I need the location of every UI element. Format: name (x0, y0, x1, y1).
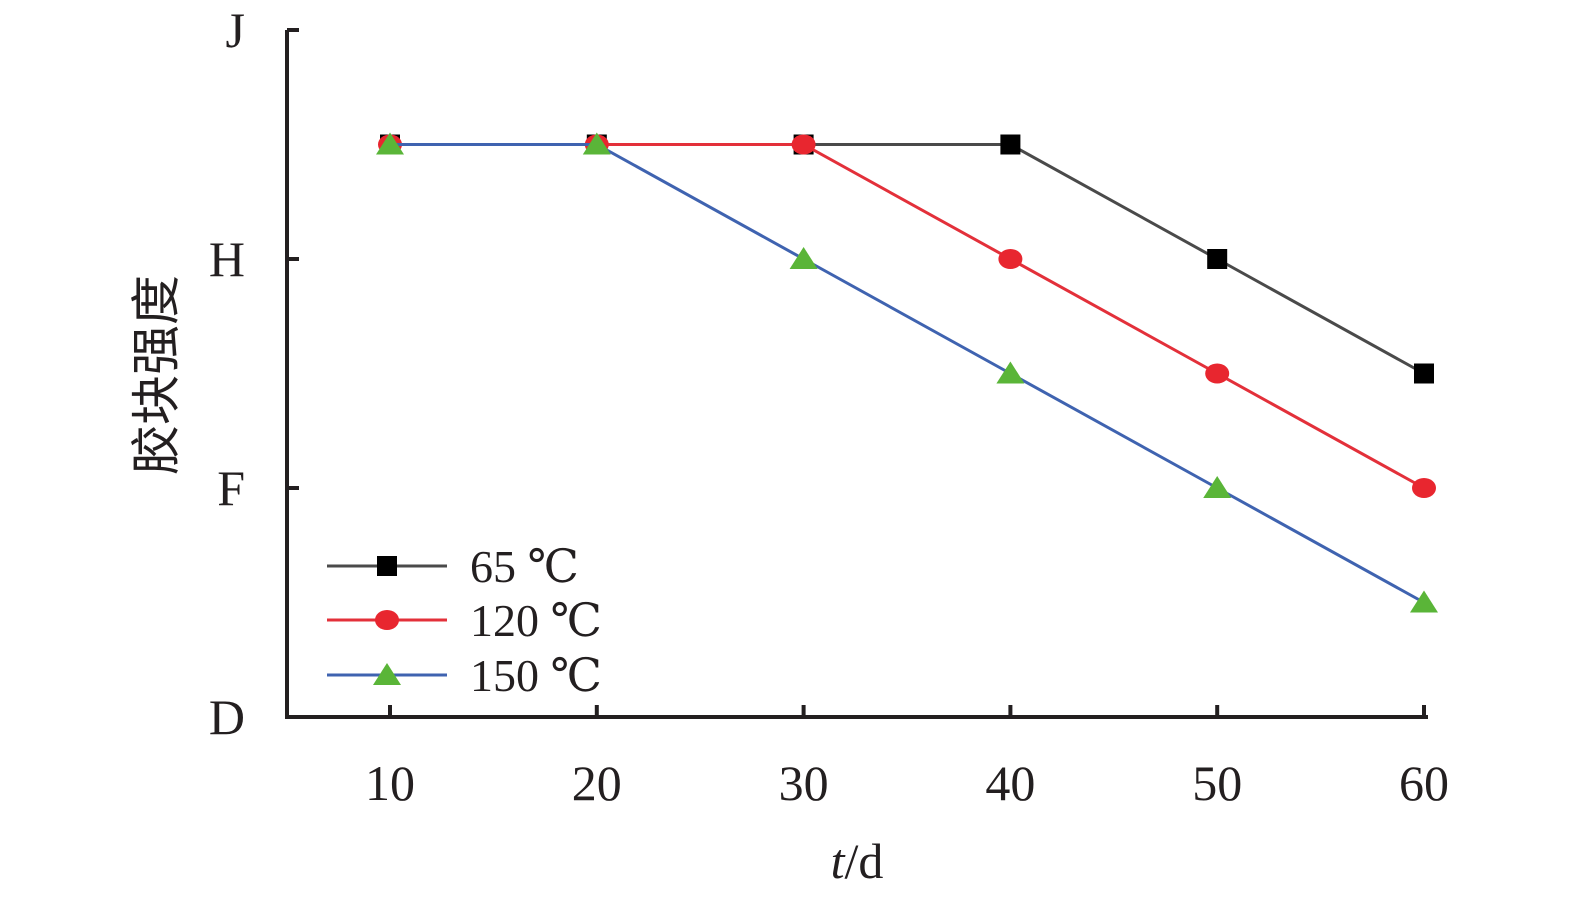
x-tick-label: 30 (779, 755, 829, 811)
series-group (376, 132, 1438, 613)
y-ticks: D F H J (209, 2, 299, 745)
legend-marker (373, 663, 401, 685)
data-point (996, 361, 1025, 384)
legend-label: 120 ℃ (470, 595, 602, 646)
x-axis-title-variable: t (831, 833, 846, 889)
x-tick-label: 10 (365, 755, 415, 811)
data-point (791, 134, 816, 155)
x-tick-label: 50 (1192, 755, 1242, 811)
legend-item: 150 ℃ (327, 650, 602, 701)
x-axis-title: t/d (831, 833, 884, 889)
data-point (1000, 134, 1021, 155)
axes (285, 30, 1428, 719)
data-point (376, 132, 404, 155)
series-2 (376, 132, 1438, 613)
x-ticks: 10 20 30 40 50 60 (365, 705, 1449, 811)
data-point (789, 247, 818, 269)
legend-item: 120 ℃ (327, 595, 602, 646)
x-tick-label: 20 (572, 755, 622, 811)
x-axis-title-unit: /d (845, 833, 884, 889)
y-tick-label: D (209, 689, 245, 745)
series-line (390, 143, 1425, 604)
data-point (1207, 249, 1228, 269)
data-point (1414, 363, 1434, 384)
data-point (1205, 363, 1230, 384)
y-tick-label: H (209, 231, 245, 287)
series-line (390, 143, 1425, 375)
y-axis-title: 胶块强度 (128, 275, 184, 475)
data-point (582, 132, 611, 155)
legend-marker (377, 556, 397, 576)
legend-item: 65 ℃ (327, 541, 579, 592)
x-tick-label: 60 (1399, 755, 1449, 811)
x-tick-label: 40 (985, 755, 1035, 811)
legend-label: 65 ℃ (470, 541, 579, 592)
legend-marker (375, 610, 399, 630)
data-point (1412, 478, 1436, 498)
data-point (1203, 476, 1232, 498)
series-0 (380, 134, 1434, 384)
data-point (1410, 590, 1438, 613)
data-point (998, 249, 1023, 269)
legend-label: 150 ℃ (470, 650, 602, 701)
y-tick-label: F (217, 460, 245, 516)
y-tick-label: J (226, 2, 245, 58)
